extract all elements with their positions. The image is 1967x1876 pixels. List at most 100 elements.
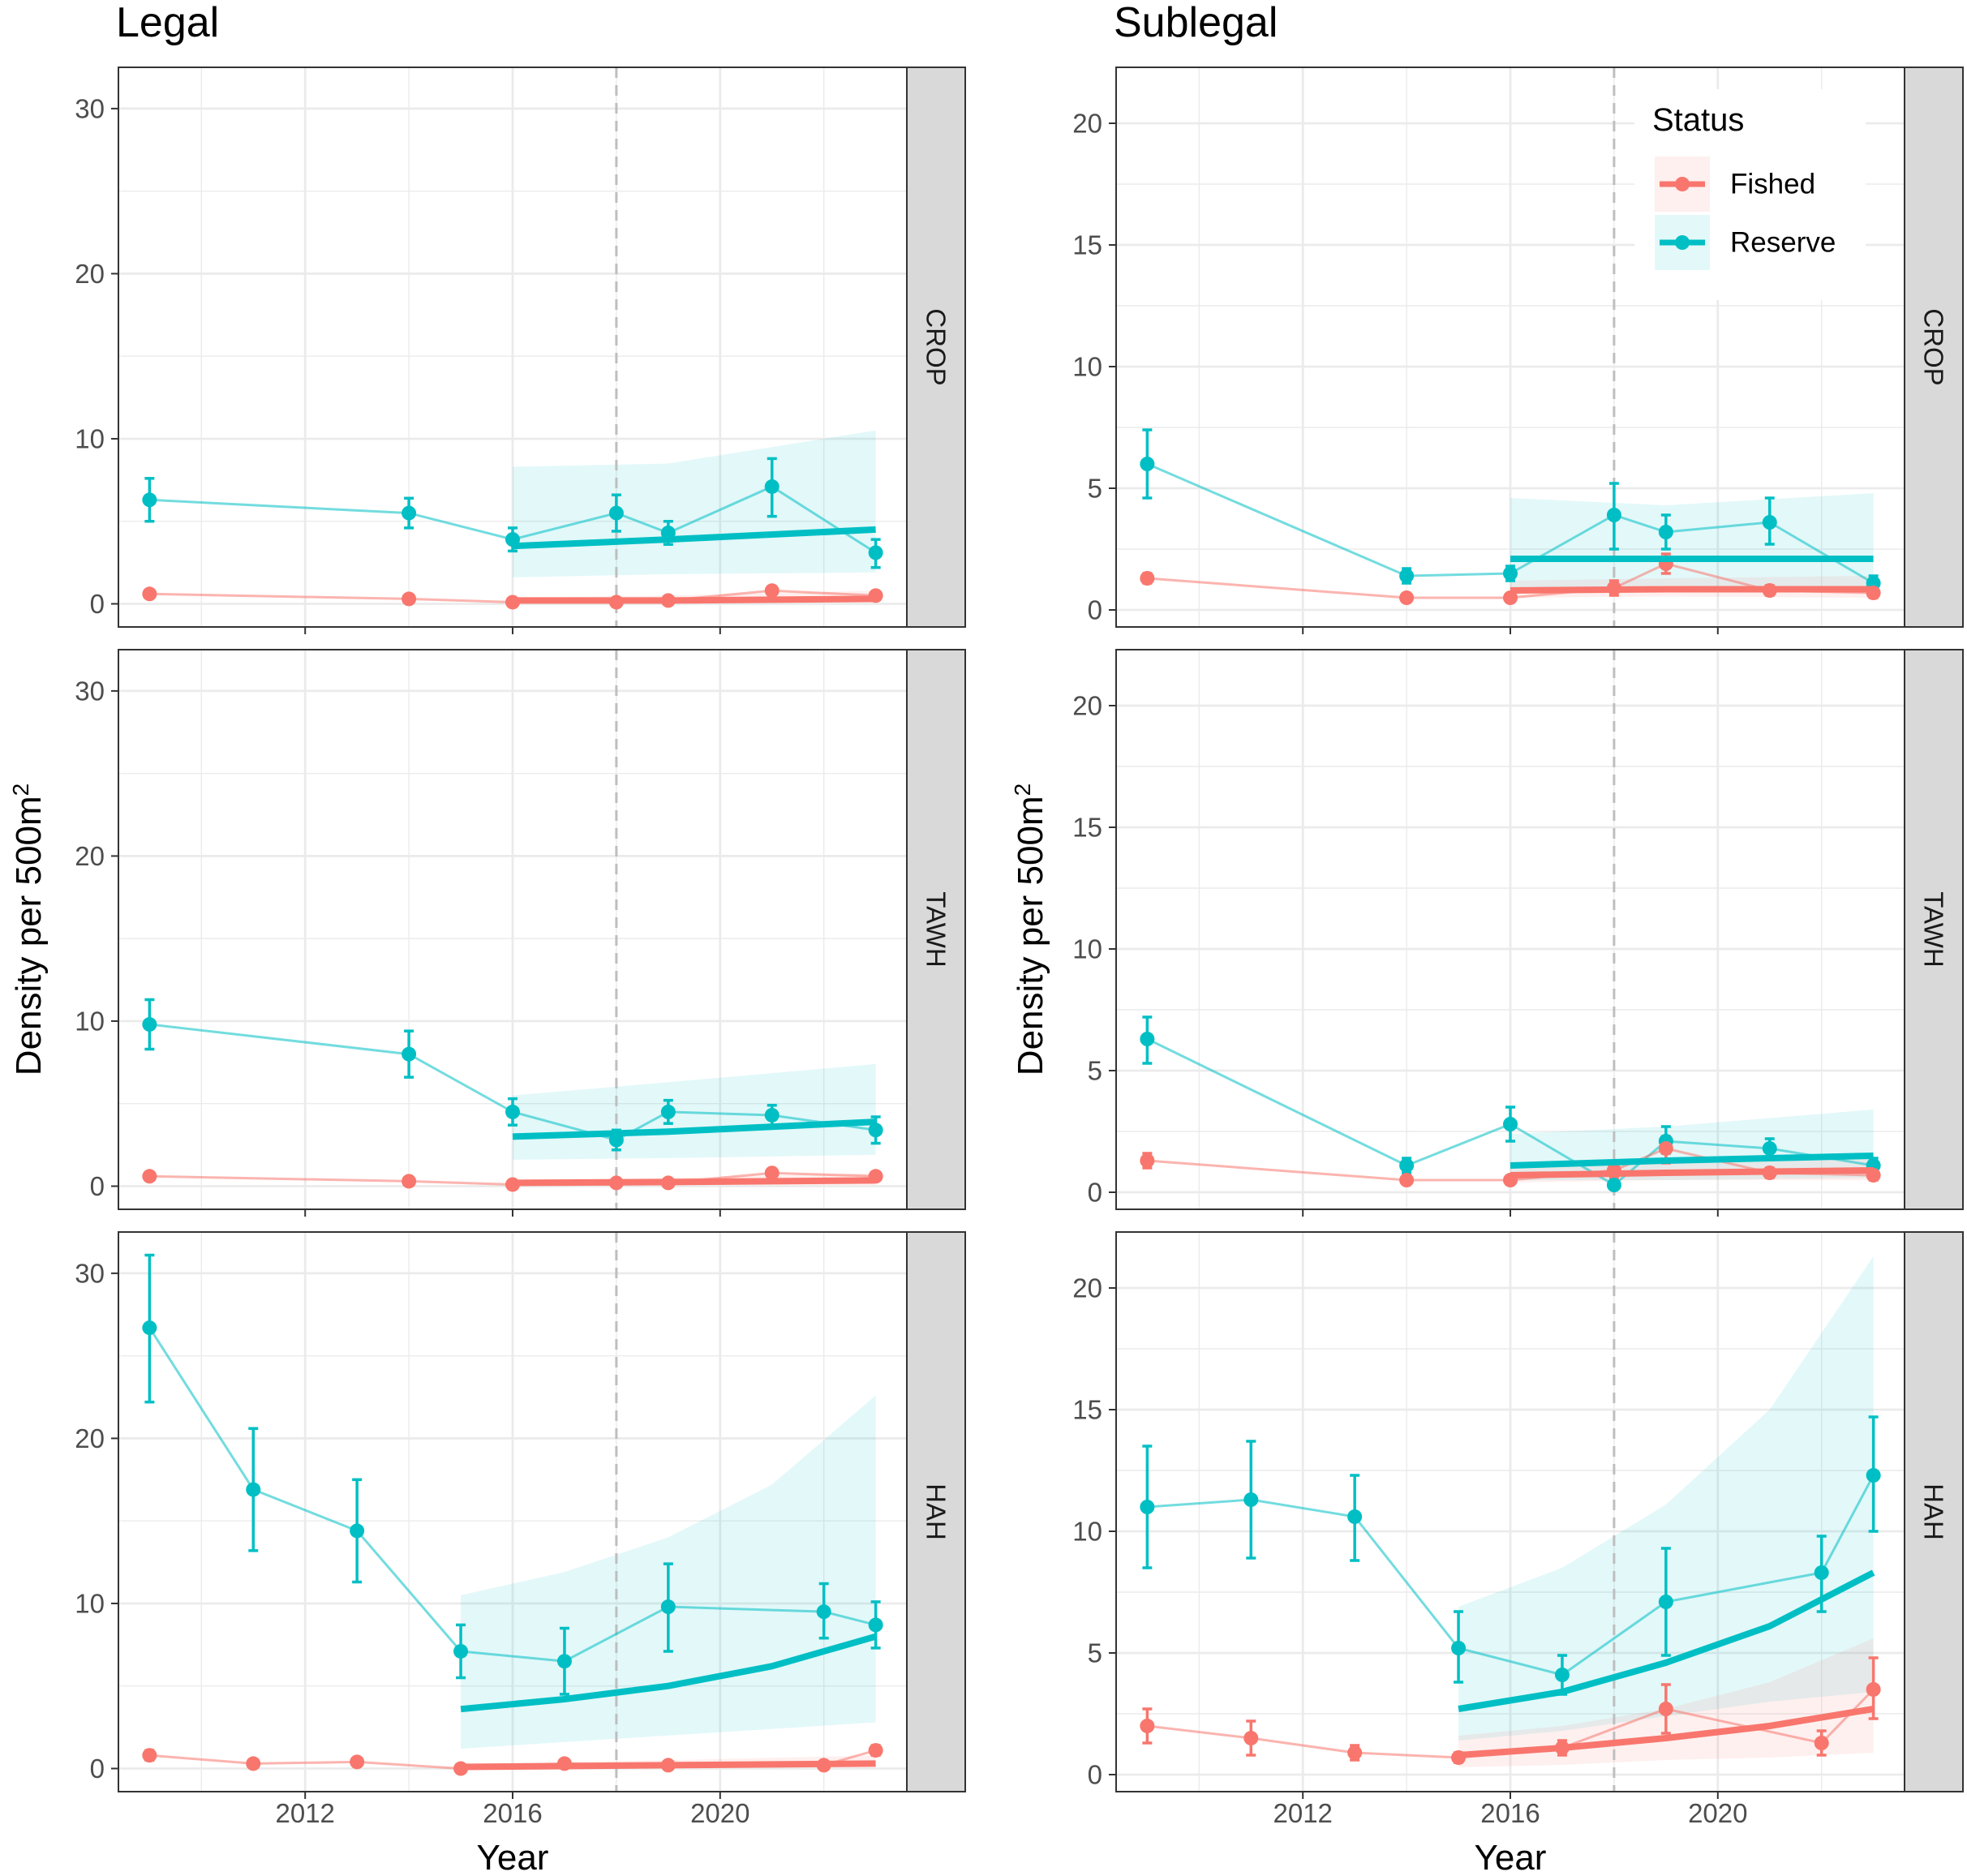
data-point-reserve xyxy=(868,1123,883,1138)
legend-background xyxy=(1634,89,1866,300)
facet-label-hah: HAH xyxy=(921,1483,951,1540)
x-tick-label: 2016 xyxy=(1480,1798,1540,1828)
data-point-reserve xyxy=(556,1654,572,1669)
data-point-fished xyxy=(1866,1682,1881,1697)
y-tick-label: 10 xyxy=(75,1006,105,1036)
y-tick-label: 0 xyxy=(90,1171,105,1201)
confidence-ribbon-reserve xyxy=(1458,1256,1874,1741)
y-tick-label: 30 xyxy=(75,93,105,123)
data-point-fished xyxy=(1814,1736,1829,1750)
data-point-reserve xyxy=(1762,1141,1777,1156)
facet-label-tawh: TAWH xyxy=(921,891,951,967)
y-tick-label: 20 xyxy=(1072,109,1102,139)
fitted-line-reserve xyxy=(512,526,876,550)
data-point-fished xyxy=(402,1174,417,1189)
data-point-reserve xyxy=(1140,1500,1155,1514)
data-point-fished xyxy=(1658,1141,1673,1156)
data-point-fished xyxy=(1140,1153,1155,1168)
data-point-reserve xyxy=(660,1599,676,1615)
legend-entry-reserve: Reserve xyxy=(1655,215,1836,270)
x-tick-label: 2016 xyxy=(483,1798,542,1828)
x-tick-label: 2012 xyxy=(275,1798,334,1828)
y-tick-label: 20 xyxy=(1072,691,1102,721)
data-point-reserve xyxy=(453,1643,469,1659)
legend-key-point xyxy=(1675,177,1690,191)
data-point-reserve xyxy=(1140,457,1155,471)
data-point-reserve xyxy=(1606,1178,1621,1192)
legend: Status Fished Reserve xyxy=(1634,89,1866,300)
fitted-line-fished xyxy=(1458,1706,1875,1758)
y-tick-label: 10 xyxy=(75,1588,105,1618)
data-point-reserve xyxy=(142,1017,157,1032)
data-point-fished xyxy=(1243,1731,1259,1745)
fitted-line-fished xyxy=(1510,1167,1874,1178)
data-point-reserve xyxy=(1814,1565,1829,1580)
y-tick-label: 20 xyxy=(75,259,105,289)
y-tick-label: 10 xyxy=(1072,352,1102,382)
data-point-reserve xyxy=(660,1104,676,1119)
data-point-reserve xyxy=(816,1604,831,1620)
data-point-fished xyxy=(350,1754,365,1770)
data-point-reserve xyxy=(1503,1117,1518,1131)
panel-plot-area xyxy=(118,1232,907,1792)
fitted-line-fished xyxy=(461,1760,876,1771)
panel-legal-hah: HAH 0 10 20 30 2012 2016 2020 xyxy=(75,1231,966,1828)
y-tick-label: 10 xyxy=(1072,934,1102,964)
panel-sublegal-tawh: TAWH 0 5 10 15 20 xyxy=(1072,649,1964,1217)
y-tick-label: 15 xyxy=(1072,1395,1102,1425)
legend-label-reserve: Reserve xyxy=(1730,227,1836,259)
y-tick-label: 10 xyxy=(1072,1517,1102,1547)
data-point-reserve xyxy=(1658,525,1673,539)
y-tick-label: 20 xyxy=(75,841,105,871)
y-tick-label: 0 xyxy=(1088,1760,1102,1790)
data-point-reserve xyxy=(868,1617,883,1633)
data-point-fished xyxy=(1503,590,1518,605)
confidence-ribbon-fished xyxy=(1458,1638,1874,1767)
data-point-fished xyxy=(1140,571,1155,586)
panel-legal-tawh: TAWH 0 10 20 30 xyxy=(75,649,966,1217)
y-tick-label: 5 xyxy=(1088,474,1102,504)
data-point-fished xyxy=(764,1166,779,1181)
y-axis-title-superscript: 2 xyxy=(8,783,33,796)
fitted-line-fished xyxy=(513,595,876,604)
observed-line-reserve xyxy=(1147,1475,1875,1676)
data-point-reserve xyxy=(1243,1492,1259,1507)
panel-plot-area xyxy=(118,650,907,1209)
y-tick-label: 20 xyxy=(1072,1273,1102,1303)
y-tick-label: 15 xyxy=(1072,813,1102,843)
data-point-fished xyxy=(1347,1745,1363,1760)
confidence-ribbon-reserve xyxy=(1510,493,1874,588)
y-tick-label: 5 xyxy=(1088,1638,1102,1668)
fitted-line-reserve xyxy=(460,1633,877,1713)
data-point-reserve xyxy=(764,479,779,494)
data-point-reserve xyxy=(1451,1641,1467,1655)
x-tick-label: 2020 xyxy=(1688,1798,1747,1828)
data-point-fished xyxy=(1140,1719,1155,1733)
y-tick-label: 0 xyxy=(90,1754,105,1784)
data-point-reserve xyxy=(1399,569,1415,583)
data-point-reserve xyxy=(402,505,417,521)
panel-plot-area xyxy=(1116,1232,1905,1792)
facet-label-hah: HAH xyxy=(1919,1483,1949,1540)
panel-legal-crop: CROP 0 10 20 30 xyxy=(75,67,966,634)
legend-label-fished: Fished xyxy=(1730,169,1815,200)
data-point-reserve xyxy=(1554,1668,1570,1682)
data-point-reserve xyxy=(1503,566,1518,581)
y-tick-label: 10 xyxy=(75,423,105,453)
legend-title: Status xyxy=(1652,102,1744,138)
facet-strip xyxy=(906,1231,966,1792)
x-axis-title: Year xyxy=(1475,1838,1547,1876)
x-tick-label: 2012 xyxy=(1273,1798,1332,1828)
y-tick-label: 0 xyxy=(1088,1178,1102,1208)
data-point-fished xyxy=(402,591,417,607)
facet-strip xyxy=(1904,1231,1964,1792)
data-point-reserve xyxy=(142,1320,157,1336)
y-tick-label: 15 xyxy=(1072,230,1102,260)
fitted-line-reserve xyxy=(1510,1153,1874,1169)
facet-strip xyxy=(1904,649,1964,1210)
facet-strip xyxy=(906,67,966,628)
column-title-sublegal: Sublegal xyxy=(1114,0,1278,46)
data-point-reserve xyxy=(764,1107,779,1123)
observed-line-reserve xyxy=(148,1327,876,1663)
